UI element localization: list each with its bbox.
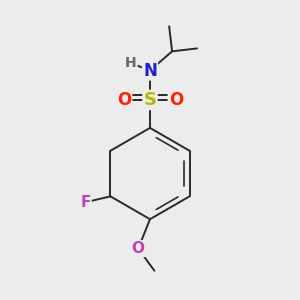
Text: N: N (143, 61, 157, 80)
Text: O: O (132, 241, 145, 256)
Text: F: F (80, 195, 91, 210)
Text: H: H (125, 56, 137, 70)
Text: O: O (169, 91, 183, 109)
Text: S: S (143, 91, 157, 109)
Text: O: O (117, 91, 131, 109)
